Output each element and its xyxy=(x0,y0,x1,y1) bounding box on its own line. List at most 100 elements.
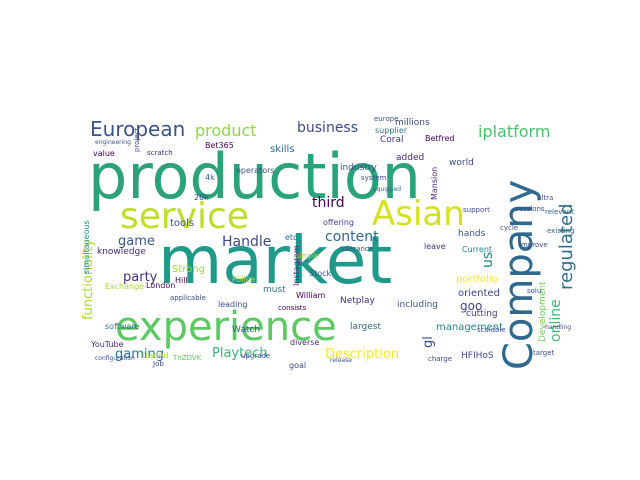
word-strong: Strong xyxy=(172,264,205,275)
word-knowledge: knowledge xyxy=(97,247,146,257)
word-system: system xyxy=(361,174,386,182)
word-consists: consists xyxy=(278,304,307,312)
word-project: project xyxy=(133,127,141,152)
word-support: support xyxy=(463,206,490,214)
word-diverse: diverse xyxy=(290,338,319,347)
word-sessions: sessions xyxy=(515,205,545,213)
word-functionality: functionality xyxy=(81,239,96,320)
word-netplay: Netplay xyxy=(340,296,376,306)
word-watch: Watch xyxy=(232,325,260,335)
word-must: must xyxy=(263,285,286,295)
word-third: third xyxy=(312,195,345,211)
word-supplier: supplier xyxy=(375,126,408,135)
word-equipped: equipped xyxy=(373,186,401,193)
word-tolerance: tolerance xyxy=(340,245,373,253)
word-game: game xyxy=(118,234,155,249)
word-gl: gl xyxy=(421,336,436,348)
word-simultaneous: simultaneous xyxy=(82,220,91,274)
word-product: product xyxy=(195,121,257,140)
word-production: production xyxy=(88,140,421,213)
word-bet365: Bet365 xyxy=(205,141,234,150)
word-target: target xyxy=(533,349,555,357)
word-instagram: Instagram xyxy=(292,245,301,286)
word-youtube: YouTube xyxy=(90,340,124,349)
word-added: added xyxy=(396,153,424,163)
word-etc: etc xyxy=(285,233,297,242)
word-company: Company xyxy=(496,180,542,370)
word-relevant: relevant xyxy=(545,208,574,216)
word-goo: goo xyxy=(460,299,482,313)
word-software: software xyxy=(105,322,139,331)
word-charge: charge xyxy=(428,355,452,363)
word-police: Police xyxy=(232,275,255,284)
word-william: William xyxy=(296,291,326,300)
word-tnzdvk: TnZDVK xyxy=(172,354,202,362)
word-experience: experience xyxy=(115,304,337,350)
word-upgrade: upgrade xyxy=(241,352,270,360)
word-operators: operators xyxy=(236,166,275,175)
word-coral: Coral xyxy=(380,135,404,145)
word-skills: skills xyxy=(270,144,295,155)
word-hill: Hill xyxy=(175,276,188,285)
word-release: release xyxy=(330,357,352,364)
word-mansion: Mansion xyxy=(430,167,439,200)
word-exchange: Exchange xyxy=(105,282,144,291)
word-goal: goal xyxy=(289,361,306,370)
word-management: management xyxy=(436,322,503,333)
word-stock: Stock xyxy=(309,269,332,278)
word-gaming: gaming xyxy=(115,347,164,362)
word-engineering: engineering xyxy=(95,139,131,146)
word-applicable: applicable xyxy=(170,294,206,302)
word-handle: Handle xyxy=(222,234,271,250)
word-european: European xyxy=(90,117,185,141)
word-world: world xyxy=(449,158,474,168)
word-20k: 20k xyxy=(194,193,209,202)
word-iplatform: iplatform xyxy=(478,122,550,141)
word-simple: simple xyxy=(296,252,319,260)
word-configuration: configuration xyxy=(95,355,135,362)
word-market: market xyxy=(158,222,392,299)
word-scalable: scalable xyxy=(477,326,506,334)
word-current: Current xyxy=(462,245,492,254)
word-online: online xyxy=(548,299,564,342)
word-improve: improve xyxy=(519,241,548,249)
word-cloud-words: production market experience service Asian Co… xyxy=(81,115,577,370)
word-industry: industry xyxy=(340,163,378,173)
word-leading: leading xyxy=(218,300,248,309)
word-millions: millions xyxy=(395,118,430,128)
word-cutting: cutting xyxy=(466,309,498,319)
word-description: Description xyxy=(325,347,399,362)
word-content: content xyxy=(325,229,379,245)
word-offering: offering xyxy=(323,218,354,227)
word-oriented: oriented xyxy=(458,288,500,299)
word-development: Development xyxy=(538,281,548,342)
word-service: service xyxy=(120,196,249,237)
word-asian: Asian xyxy=(372,194,465,234)
word-solu: solu xyxy=(527,287,541,295)
word-hands: hands xyxy=(458,229,486,239)
word-ultra: ultra xyxy=(537,194,553,202)
word-including: including xyxy=(397,300,438,310)
word-leave: leave xyxy=(424,242,446,251)
word-cycle: cycle xyxy=(500,224,518,232)
word-portfolio: portfolio xyxy=(456,274,498,285)
word-london: London xyxy=(146,281,175,290)
word-tools: tools xyxy=(170,218,194,229)
word-europe: europe xyxy=(374,115,399,123)
word-us: us xyxy=(480,252,496,268)
word-largest: largest xyxy=(350,322,381,332)
word-regulated: regulated xyxy=(556,203,577,290)
word-handling: handling xyxy=(545,324,571,331)
word-scratch: scratch xyxy=(147,149,173,157)
word-party: party xyxy=(123,270,158,285)
word-hfihos: HFIHoS xyxy=(461,351,494,361)
word-4k: 4k xyxy=(205,173,215,182)
word-betfred: Betfred xyxy=(425,134,454,143)
word-existing: existing xyxy=(547,227,575,235)
word-value: value xyxy=(93,149,115,158)
word-business: business xyxy=(297,120,358,136)
word-traded: traded xyxy=(142,351,168,360)
word-playtech: Playtech xyxy=(212,346,268,361)
word-job: Job xyxy=(152,360,164,368)
